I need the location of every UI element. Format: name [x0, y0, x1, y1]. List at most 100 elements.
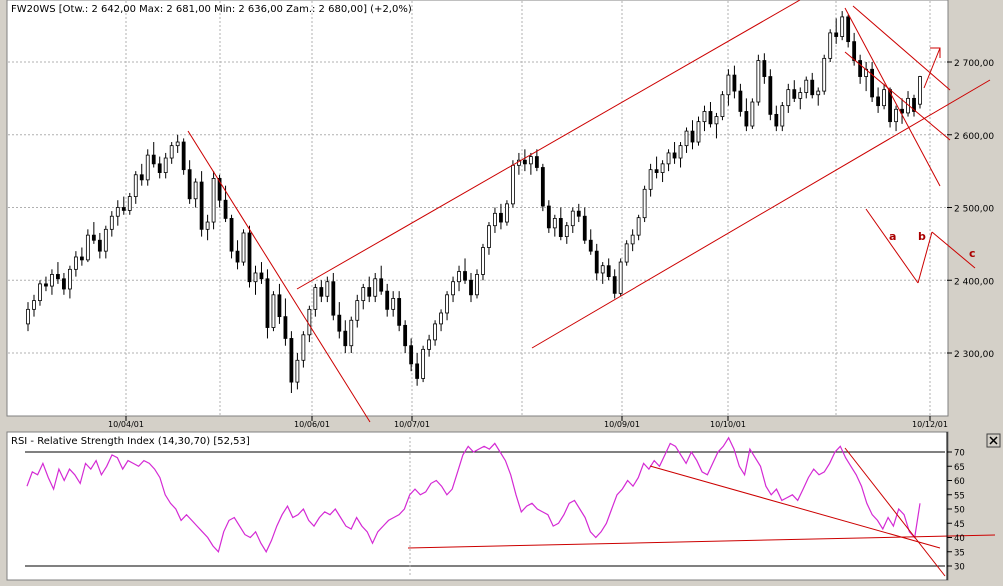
candle-body	[534, 156, 539, 168]
candle-body	[301, 334, 306, 361]
trend-line	[531, 79, 991, 349]
trend-line	[844, 7, 941, 187]
candle-body	[211, 177, 216, 223]
candle-body	[337, 314, 342, 332]
rsi-y-tick-label: 45	[954, 520, 965, 530]
rsi-y-tick-label: 55	[954, 491, 965, 501]
trend-line	[187, 130, 371, 423]
candle-body	[415, 363, 420, 379]
candle-body	[582, 215, 587, 241]
rsi-y-tick-label: 50	[954, 506, 965, 516]
candle-body	[127, 196, 132, 211]
candle-body	[600, 265, 605, 274]
candle-body	[169, 145, 174, 159]
candle-body	[68, 268, 72, 290]
candle-body	[642, 188, 647, 219]
candle-body	[876, 96, 880, 107]
price-y-tick-label: 2 400,00	[954, 277, 994, 287]
rsi-line-group	[26, 436, 921, 554]
candle-body	[469, 279, 473, 296]
candle-body	[403, 324, 408, 347]
trend-line	[865, 208, 919, 284]
rsi-series-line	[26, 436, 921, 554]
price-y-tick-label: 2 500,00	[954, 205, 994, 215]
candle-body	[157, 163, 162, 173]
candle-body	[325, 281, 330, 297]
candle-body	[451, 281, 455, 296]
candle-body	[810, 79, 815, 96]
price-x-tick-label: 10/10/01	[710, 420, 746, 429]
rsi-trend-line	[407, 534, 996, 549]
candle-body	[762, 60, 767, 77]
candle-body	[175, 141, 180, 147]
trend-line	[917, 231, 933, 284]
candle-body	[499, 212, 503, 223]
candle-body	[121, 207, 126, 211]
candle-body	[564, 225, 569, 238]
candle-body	[151, 154, 156, 165]
candle-body	[433, 323, 437, 341]
candle-body	[427, 339, 432, 350]
candle-body	[834, 32, 839, 37]
candle-body	[253, 272, 258, 283]
rsi-y-axis: 30 35 40 45 50 55 60 65 70	[946, 432, 965, 580]
candle-body	[79, 256, 84, 261]
candle-body	[391, 298, 396, 310]
trend-line	[852, 5, 951, 91]
candle-body	[475, 274, 479, 296]
candle-body	[115, 207, 120, 217]
candle-body	[570, 210, 575, 227]
arrow-head	[930, 47, 941, 58]
candle-body	[373, 278, 378, 297]
candle-body	[660, 163, 665, 173]
candle-body	[612, 276, 617, 294]
candle-body	[792, 89, 797, 99]
trend-line	[844, 51, 951, 141]
candle-body	[223, 199, 228, 219]
price-x-tick-label: 10/12/01	[912, 420, 948, 429]
candle-body	[882, 89, 886, 107]
candle-body	[696, 121, 701, 143]
candle-body	[720, 94, 725, 117]
candle-body	[409, 345, 414, 365]
candle-body	[816, 90, 821, 96]
candle-body	[139, 174, 144, 181]
annotation-a: a	[889, 230, 896, 243]
candle-body	[750, 101, 755, 127]
candle-body	[271, 294, 276, 328]
candle-body	[894, 108, 898, 123]
candle-body	[235, 250, 240, 263]
candle-body	[505, 203, 509, 223]
candle-body	[331, 281, 336, 316]
candle-body	[439, 312, 443, 325]
candle-body	[732, 74, 737, 92]
candle-body	[672, 152, 677, 159]
rsi-panel-header: RSI - Relative Strength Index (14,30,70)…	[11, 436, 250, 447]
rsi-y-tick-label: 40	[954, 534, 965, 544]
price-y-tick-label: 2 600,00	[954, 132, 994, 142]
candle-body	[624, 243, 629, 263]
candle-body	[576, 210, 581, 217]
rsi-y-tick-label: 65	[954, 463, 965, 473]
candle-body	[828, 32, 833, 59]
candle-body	[918, 76, 922, 105]
candle-body	[379, 278, 384, 292]
candle-body	[205, 221, 210, 230]
candle-body	[56, 274, 60, 280]
candle-body	[343, 330, 348, 347]
rsi-y-tick-label: 60	[954, 477, 965, 487]
rsi-panel[interactable]	[6, 431, 949, 581]
candle-body	[708, 111, 713, 125]
candle-body	[726, 74, 731, 96]
price-x-tick-label: 10/06/01	[294, 420, 330, 429]
candle-body	[38, 283, 42, 302]
candle-body	[295, 359, 300, 383]
candle-body	[44, 283, 48, 287]
candle-body	[714, 116, 719, 125]
candle-body	[738, 90, 743, 112]
candle-body	[109, 215, 114, 230]
close-icon[interactable]	[986, 433, 1001, 448]
candle-body	[684, 130, 689, 147]
trend-line	[923, 47, 941, 89]
